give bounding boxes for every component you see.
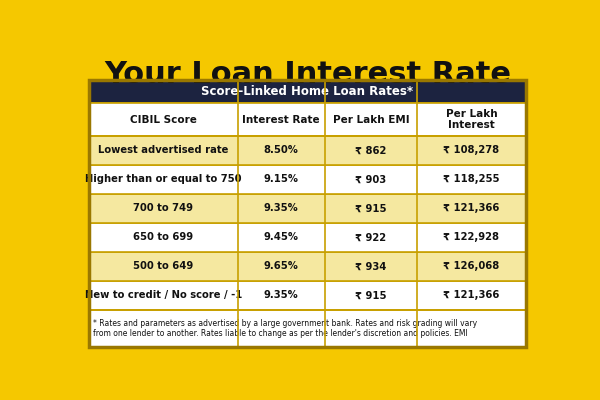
Text: ₹ 126,068: ₹ 126,068	[443, 261, 500, 271]
Text: 9.65%: 9.65%	[264, 261, 299, 271]
Text: 500 to 649: 500 to 649	[133, 261, 193, 271]
Bar	[89, 80, 526, 347]
Bar	[89, 223, 526, 252]
Text: Per Lakh EMI: Per Lakh EMI	[332, 115, 409, 125]
Text: 8.50%: 8.50%	[264, 145, 299, 155]
Text: ₹ 108,278: ₹ 108,278	[443, 145, 499, 155]
Text: ₹ 903: ₹ 903	[355, 174, 386, 184]
Bar	[89, 136, 526, 165]
Bar	[89, 281, 526, 310]
Text: 9.15%: 9.15%	[264, 174, 299, 184]
Bar	[89, 165, 526, 194]
Text: ₹ 922: ₹ 922	[355, 232, 386, 242]
Bar	[89, 80, 526, 104]
Text: ₹ 121,366: ₹ 121,366	[443, 203, 500, 213]
Bar	[89, 310, 526, 347]
Text: Your Loan Interest Rate: Your Loan Interest Rate	[104, 60, 511, 88]
Bar	[89, 104, 526, 136]
Text: 9.35%: 9.35%	[264, 290, 299, 300]
Text: Higher than or equal to 750: Higher than or equal to 750	[85, 174, 242, 184]
Bar	[89, 80, 526, 347]
Text: ₹ 118,255: ₹ 118,255	[443, 174, 500, 184]
Text: 9.35%: 9.35%	[264, 203, 299, 213]
Text: New to credit / No score / -1: New to credit / No score / -1	[85, 290, 242, 300]
Text: ₹ 862: ₹ 862	[355, 145, 386, 155]
Text: ₹ 915: ₹ 915	[355, 203, 386, 213]
Text: 700 to 749: 700 to 749	[133, 203, 193, 213]
Bar	[89, 252, 526, 281]
Text: Score-Linked Home Loan Rates*: Score-Linked Home Loan Rates*	[202, 85, 413, 98]
Text: Interest Rate: Interest Rate	[242, 115, 320, 125]
Text: ₹ 934: ₹ 934	[355, 261, 386, 271]
Text: ₹ 121,366: ₹ 121,366	[443, 290, 500, 300]
Text: ₹ 915: ₹ 915	[355, 290, 386, 300]
Text: ₹ 122,928: ₹ 122,928	[443, 232, 499, 242]
Bar	[89, 194, 526, 223]
Text: Lowest advertised rate: Lowest advertised rate	[98, 145, 229, 155]
Text: 9.45%: 9.45%	[264, 232, 299, 242]
Text: 650 to 699: 650 to 699	[133, 232, 193, 242]
Text: Per Lakh
Interest: Per Lakh Interest	[446, 109, 497, 130]
Text: CIBIL Score: CIBIL Score	[130, 115, 197, 125]
Text: * Rates and parameters as advertised by a large government bank. Rates and risk : * Rates and parameters as advertised by …	[93, 318, 477, 338]
